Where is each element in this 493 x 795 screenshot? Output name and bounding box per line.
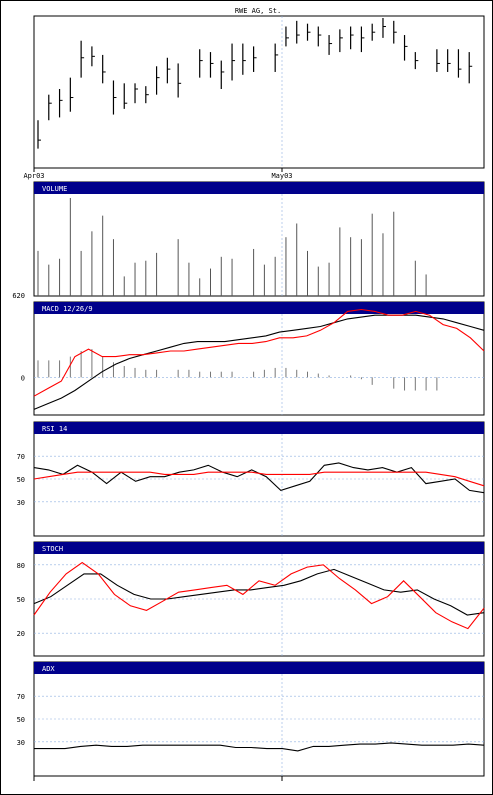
macd-y-tick-label: 0 [21, 374, 25, 382]
stoch-y-tick-label: 20 [17, 630, 25, 638]
x-tick-label: May03 [271, 172, 292, 180]
volume-title: VOLUME [42, 185, 67, 193]
stoch-fast-line [33, 561, 485, 630]
macd-title: MACD 12/26/9 [42, 305, 93, 313]
adx-y-tick-label: 70 [17, 693, 25, 701]
rsi-y-tick-label: 50 [17, 476, 25, 484]
volume-y-tick-label: 620 [12, 292, 25, 300]
stoch-title: STOCH [42, 545, 63, 553]
volume-header-bar [34, 182, 484, 194]
adx-y-tick-label: 30 [17, 739, 25, 747]
adx-header-bar [34, 662, 484, 674]
adx-line [34, 742, 485, 752]
stoch-header-bar [34, 542, 484, 554]
x-tick-label: Apr03 [23, 172, 44, 180]
macd-signal-line [33, 308, 485, 397]
macd-header-bar [34, 302, 484, 314]
rsi-y-tick-label: 70 [17, 453, 25, 461]
rsi-y-tick-label: 30 [17, 499, 25, 507]
rsi-average-line [33, 471, 485, 487]
stoch-slow-line [33, 568, 485, 616]
macd-plot-area [33, 301, 485, 416]
rsi-title: RSI 14 [42, 425, 67, 433]
rsi-header-bar [34, 422, 484, 434]
adx-title: ADX [42, 665, 55, 673]
stoch-y-tick-label: 50 [17, 596, 25, 604]
volume-plot-area [33, 181, 485, 297]
price-chart-title: RWE AG, St. [235, 7, 281, 15]
stoch-y-tick-label: 80 [17, 562, 25, 570]
price-plot-area [33, 15, 485, 169]
macd-line [33, 314, 485, 410]
adx-y-tick-label: 50 [17, 716, 25, 724]
